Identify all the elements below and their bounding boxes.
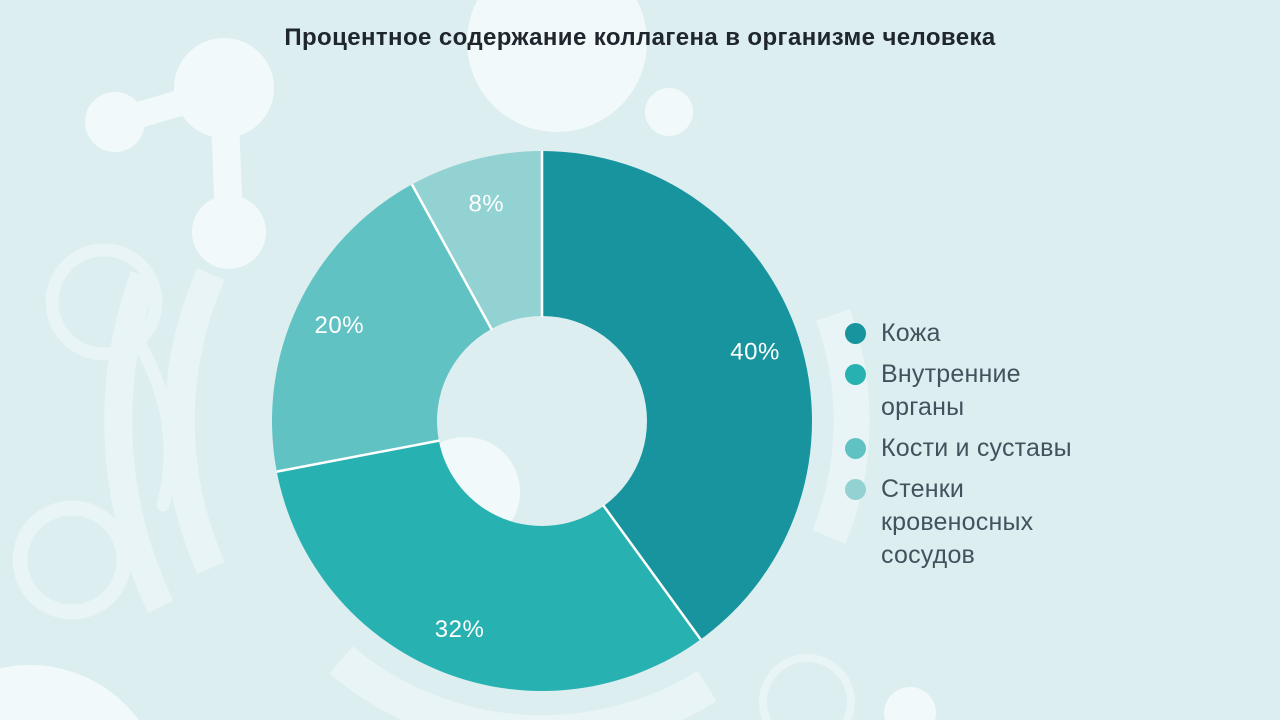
legend-item: Внутренние органы	[845, 358, 1105, 424]
slice-divider	[410, 183, 493, 331]
slice-divider	[602, 504, 702, 641]
donut-slice	[272, 184, 492, 472]
legend-swatch-icon	[845, 323, 866, 344]
legend-item: Кости и суставы	[845, 432, 1105, 465]
donut-slice	[276, 440, 701, 691]
chart-legend: Кожа Внутренние органы Кости и суставы Стен…	[845, 317, 1105, 572]
slice-label: 40%	[730, 338, 780, 365]
legend-swatch-icon	[845, 364, 866, 385]
donut-chart-svg: 40% 32% 20% 8%	[272, 151, 812, 691]
donut-slice	[411, 151, 542, 329]
molecule-icon	[85, 38, 274, 269]
legend-label: Кости и суставы	[881, 434, 1072, 462]
legend-label: Внутренние органы	[881, 360, 1021, 421]
legend-label: Кожа	[881, 319, 941, 347]
legend-item: Стенки кровеносных сосудов	[845, 473, 1105, 572]
legend-item: Кожа	[845, 317, 1105, 350]
donut-chart: 40% 32% 20% 8%	[270, 149, 814, 693]
slice-label: 32%	[435, 616, 485, 643]
slice-label: 20%	[315, 312, 365, 339]
slice-label: 8%	[468, 191, 504, 218]
legend-swatch-icon	[845, 479, 866, 500]
chart-title: Процентное содержание коллагена в органи…	[284, 24, 996, 51]
legend-label: Стенки кровеносных сосудов	[881, 475, 1034, 569]
legend-swatch-icon	[845, 438, 866, 459]
donut-slice	[542, 151, 812, 640]
